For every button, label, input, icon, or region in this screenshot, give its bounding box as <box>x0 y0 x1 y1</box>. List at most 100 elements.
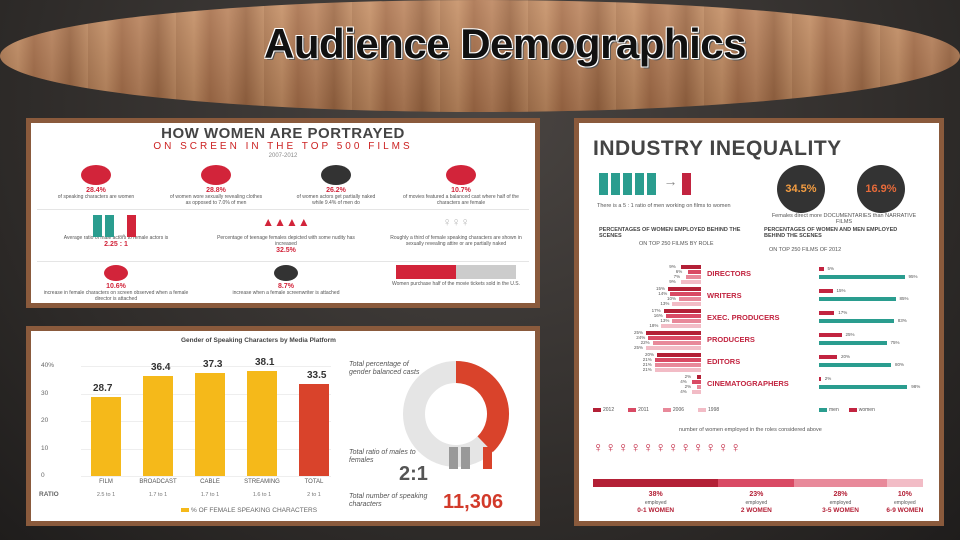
year-pct-label: 4% <box>680 379 687 384</box>
year-bar <box>672 302 701 306</box>
women-pct-label: 2% <box>824 376 832 381</box>
year-bar <box>696 375 701 379</box>
men-2012-bar <box>819 363 891 367</box>
category-label: BROADCAST <box>139 479 177 485</box>
gender-legend-item: women <box>848 407 875 413</box>
women-pct-label: 25% <box>845 332 855 337</box>
donut-caption: Total percentage of gender balanced cast… <box>349 361 420 376</box>
divider <box>37 209 529 210</box>
inequality-title: INDUSTRY INEQUALITY <box>593 137 842 160</box>
stat-pct: 28.8% <box>206 187 226 194</box>
year-bar <box>692 380 701 384</box>
employment-segment <box>794 479 887 487</box>
women-2012-bar <box>819 377 821 381</box>
crew-ratio-icon: → <box>599 173 694 200</box>
year-pct-label: 25% <box>634 345 644 350</box>
year-pct-label: 9% <box>669 279 676 284</box>
women-2012-bar <box>819 311 835 315</box>
role-label: CINEMATOGRAPHERS <box>707 379 789 388</box>
year-bar <box>672 319 701 323</box>
stat-pct: 28.4% <box>86 187 106 194</box>
category-label: TOTAL <box>304 479 324 485</box>
year-pct-label: 20% <box>645 352 655 357</box>
y-tick-label: 40% <box>41 362 55 369</box>
stat-text: of women wore sexually revealing clothes <box>169 194 263 200</box>
women-pct-label: 17% <box>838 310 848 315</box>
bar-value-label: 33.5 <box>307 369 327 381</box>
count-caption: Total number of speaking characters <box>349 493 428 508</box>
year-bar <box>661 324 701 328</box>
year-bar <box>654 363 701 367</box>
employment-label: employed <box>829 500 852 506</box>
men-pct-label: 85% <box>899 296 909 301</box>
bra-icon <box>321 165 351 185</box>
employment-count: 0-1 WOMEN <box>637 507 675 514</box>
stat-pct: 8.7% <box>278 283 294 290</box>
employment-pct: 10% <box>897 491 912 498</box>
bar-value-label: 37.3 <box>203 359 223 371</box>
year-pct-label: 4% <box>680 389 687 394</box>
stat-ratio: → Average ratio of male actors to female… <box>41 215 191 248</box>
women-figures-icon: ♀♀♀ <box>442 215 470 229</box>
men-2012-bar <box>819 319 894 323</box>
narrative-circle: 16.9% <box>857 165 905 213</box>
year-bar <box>657 353 701 357</box>
media-platform-chart-panel: Gender of Speaking Characters by Media P… <box>26 326 540 526</box>
year-pct-label: 25% <box>634 330 644 335</box>
men-pct-label: 98% <box>911 384 921 389</box>
category-label: STREAMING <box>244 479 280 485</box>
industry-inequality-panel: INDUSTRY INEQUALITY → There is a 5 : 1 r… <box>574 118 944 526</box>
ratio-label: 1.7 to 1 <box>200 492 220 498</box>
year-pct-label: 21% <box>642 367 652 372</box>
men-2012-bar <box>819 275 905 279</box>
stat-clothes: 28.8% of women wore sexually revealing c… <box>161 165 271 206</box>
stat-speaking: 28.4% of speaking characters are women <box>41 165 151 200</box>
women-figures-icon: ♀♀♀♀♀♀♀♀♀♀♀♀ <box>593 439 743 455</box>
bar <box>195 373 225 476</box>
year-pct-label: 17% <box>651 308 661 313</box>
documentary-text: Females direct more DOCUMENTARIES than N… <box>771 213 917 225</box>
y-tick-label: 10 <box>41 444 49 452</box>
employment-segment <box>593 479 719 487</box>
year-bar <box>654 368 701 372</box>
ratio-row-label: RATIO <box>39 491 59 498</box>
women-2012-bar <box>819 267 824 271</box>
women-pct-label: 5% <box>827 266 835 271</box>
women-pct-label: 20% <box>841 354 851 359</box>
chart-title: Gender of Speaking Characters by Media P… <box>181 337 336 344</box>
chart-legend: % OF FEMALE SPEAKING CHARACTERS <box>181 507 317 514</box>
documentary-circle: 34.5% <box>777 165 825 213</box>
ratio-value: 2:1 <box>399 463 428 485</box>
ratio-label: 2.5 to 1 <box>96 492 116 498</box>
portrayal-infographic: HOW WOMEN ARE PORTRAYED ON SCREEN IN THE… <box>26 118 540 308</box>
gridline <box>81 366 331 367</box>
donut-arc <box>455 361 509 453</box>
year-legend-item: 2012 <box>593 407 614 413</box>
year-pct-label: 6% <box>675 269 683 274</box>
stat-text: Average ratio of male actors to female a… <box>63 235 169 241</box>
bottom-header: number of women employed in the roles co… <box>679 427 822 433</box>
gender-chart-header: PERCENTAGES OF WOMEN AND MEN EMPLOYED BE… <box>764 227 898 239</box>
people-ratio-icon: → <box>41 215 191 240</box>
ratio-label: 1.6 to 1 <box>252 492 272 498</box>
category-label: FILM <box>99 479 113 485</box>
year-legend-item: 1998 <box>698 407 719 413</box>
men-pct-label: 95% <box>908 274 918 279</box>
role-label: EDITORS <box>707 357 741 366</box>
year-pct-label: 7% <box>673 274 681 279</box>
employment-count: 3-5 WOMEN <box>822 507 859 514</box>
people-ratio-icon <box>449 447 495 477</box>
gender-legend-item: men <box>819 407 839 413</box>
category-label: CABLE <box>200 479 220 485</box>
stat-pct: 2.25 : 1 <box>104 241 128 248</box>
y-tick-label: 30 <box>41 389 49 397</box>
year-pct-label: 13% <box>660 301 670 306</box>
year-pct-label: 2% <box>684 384 692 389</box>
year-bar <box>670 292 701 296</box>
year-bar <box>668 287 701 291</box>
employment-segment <box>718 479 795 487</box>
legend-label: % OF FEMALE SPEAKING CHARACTERS <box>191 507 318 514</box>
employment-count: 6-9 WOMEN <box>886 507 924 514</box>
employment-label: employed <box>644 500 667 506</box>
stat-pct: 10.6% <box>106 283 126 290</box>
